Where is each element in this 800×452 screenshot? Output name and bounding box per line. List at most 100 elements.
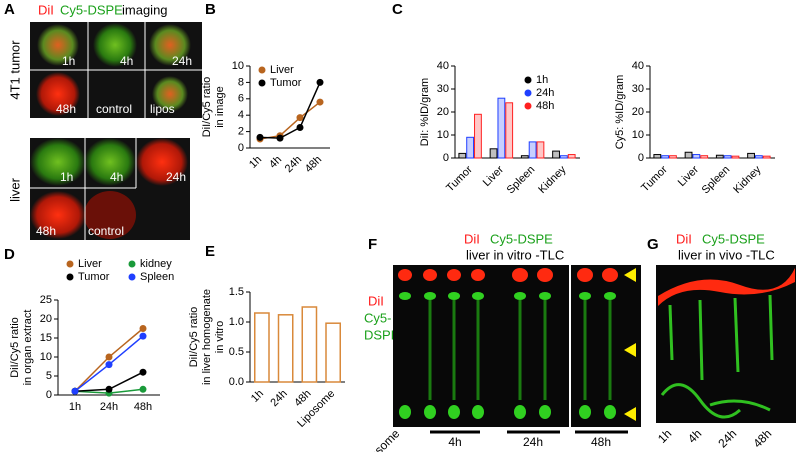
bar xyxy=(277,314,294,383)
lane-label: 1h xyxy=(655,426,674,445)
legend-label: 24h xyxy=(536,87,554,99)
y-tick-label: 1.0 xyxy=(229,316,244,328)
legend-label: Liver xyxy=(78,258,102,270)
bar xyxy=(692,154,701,159)
y-tick-label: 1.5 xyxy=(229,286,244,298)
panel-letter: F xyxy=(368,236,377,253)
point xyxy=(105,385,113,393)
legend-marker xyxy=(66,273,74,281)
image-title: DiI xyxy=(38,2,54,17)
point xyxy=(316,78,324,86)
tumor-images xyxy=(30,22,202,118)
y-tick-label: 6 xyxy=(238,93,244,105)
legend-marker xyxy=(524,76,532,84)
y-tick-label: 0 xyxy=(238,142,244,154)
legend-marker xyxy=(66,260,74,268)
side-label: Cy5- xyxy=(364,310,391,325)
point xyxy=(139,332,147,340)
bar xyxy=(754,155,763,159)
point xyxy=(139,325,147,332)
cell-label: 48h xyxy=(36,224,56,238)
x-tick-label: 1h xyxy=(249,388,266,405)
panel-letter: B xyxy=(205,1,216,18)
legend-label: Liver xyxy=(270,64,294,76)
bar xyxy=(466,136,475,159)
liver-images xyxy=(30,138,190,240)
x-tick-label: Spleen xyxy=(505,164,538,197)
y-axis-label: in vitro xyxy=(214,321,226,353)
bar xyxy=(254,312,270,383)
lane-label: 24h xyxy=(715,426,739,450)
x-tick-label: 1h xyxy=(69,401,81,413)
panel-letter: A xyxy=(4,1,15,18)
lane-label: 4h xyxy=(685,426,704,445)
y-tick-label: 40 xyxy=(437,60,449,72)
point xyxy=(296,114,304,122)
y-tick-label: 30 xyxy=(632,83,644,95)
point xyxy=(276,134,284,142)
bar xyxy=(474,113,482,159)
x-tick-label: 48h xyxy=(303,154,324,175)
cell-label: control xyxy=(88,224,124,238)
y-tick-label: 0 xyxy=(443,152,449,164)
y-tick-label: 10 xyxy=(232,60,244,72)
y-axis-label: in liver homogenate xyxy=(201,289,213,385)
bar xyxy=(497,97,506,159)
legend-marker xyxy=(128,260,136,268)
bar xyxy=(762,155,771,159)
row-label: 4T1 tumor xyxy=(7,40,22,100)
bar xyxy=(552,150,560,159)
bar xyxy=(567,154,576,159)
lane-label: liposome xyxy=(359,426,403,452)
tlc-in-vitro xyxy=(393,265,641,427)
y-tick-label: 40 xyxy=(632,60,644,72)
bar xyxy=(528,141,537,159)
bar xyxy=(669,155,677,159)
y-tick-label: 20 xyxy=(40,313,52,325)
bar xyxy=(700,155,709,159)
y-tick-label: 0 xyxy=(638,152,644,164)
x-tick-label: Tumor xyxy=(444,163,475,194)
panel-letter: G xyxy=(647,236,659,253)
y-axis-label: DiI/Cy5 ratio xyxy=(9,317,21,378)
cell-label: 24h xyxy=(172,54,192,68)
bar xyxy=(520,155,529,159)
legend-marker xyxy=(258,79,266,87)
y-tick-label: 30 xyxy=(437,83,449,95)
point xyxy=(105,353,113,361)
lane-label: 4h xyxy=(448,435,461,449)
bar xyxy=(301,306,318,383)
y-tick-label: 0 xyxy=(46,389,52,401)
panel-letter: D xyxy=(4,246,15,263)
bar xyxy=(653,154,662,159)
y-axis-label: in image xyxy=(214,86,226,128)
legend-label: kidney xyxy=(140,258,172,270)
bar xyxy=(715,154,724,159)
legend-label: 48h xyxy=(536,100,554,112)
y-axis-label: Cy5: %ID/gram xyxy=(614,75,626,150)
bar xyxy=(489,148,498,159)
image-title: Cy5-DSPE xyxy=(490,231,553,246)
side-label: DSPE xyxy=(364,327,400,342)
image-title: Cy5-DSPE xyxy=(60,2,123,17)
cell-label: 4h xyxy=(110,170,123,184)
side-label: DiI xyxy=(368,293,384,308)
y-axis-label: DiI/Cy5 ratio xyxy=(201,77,213,138)
x-tick-label: Liver xyxy=(676,163,702,189)
x-tick-label: 4h xyxy=(267,154,284,171)
y-axis-label: DiI: %ID/gram xyxy=(419,78,431,146)
bar xyxy=(536,141,545,159)
legend-label: Tumor xyxy=(270,77,302,89)
cell-label: lipos xyxy=(150,102,175,116)
y-tick-label: 10 xyxy=(632,129,644,141)
x-tick-label: Kidney xyxy=(731,163,764,196)
bar xyxy=(559,155,568,159)
legend-label: Spleen xyxy=(140,271,174,283)
series-line xyxy=(259,82,321,139)
bar xyxy=(684,151,693,159)
bar xyxy=(723,155,732,159)
y-tick-label: 4 xyxy=(238,109,244,121)
y-tick-label: 0.5 xyxy=(229,346,244,358)
bar xyxy=(661,155,670,159)
legend-marker xyxy=(524,102,532,110)
